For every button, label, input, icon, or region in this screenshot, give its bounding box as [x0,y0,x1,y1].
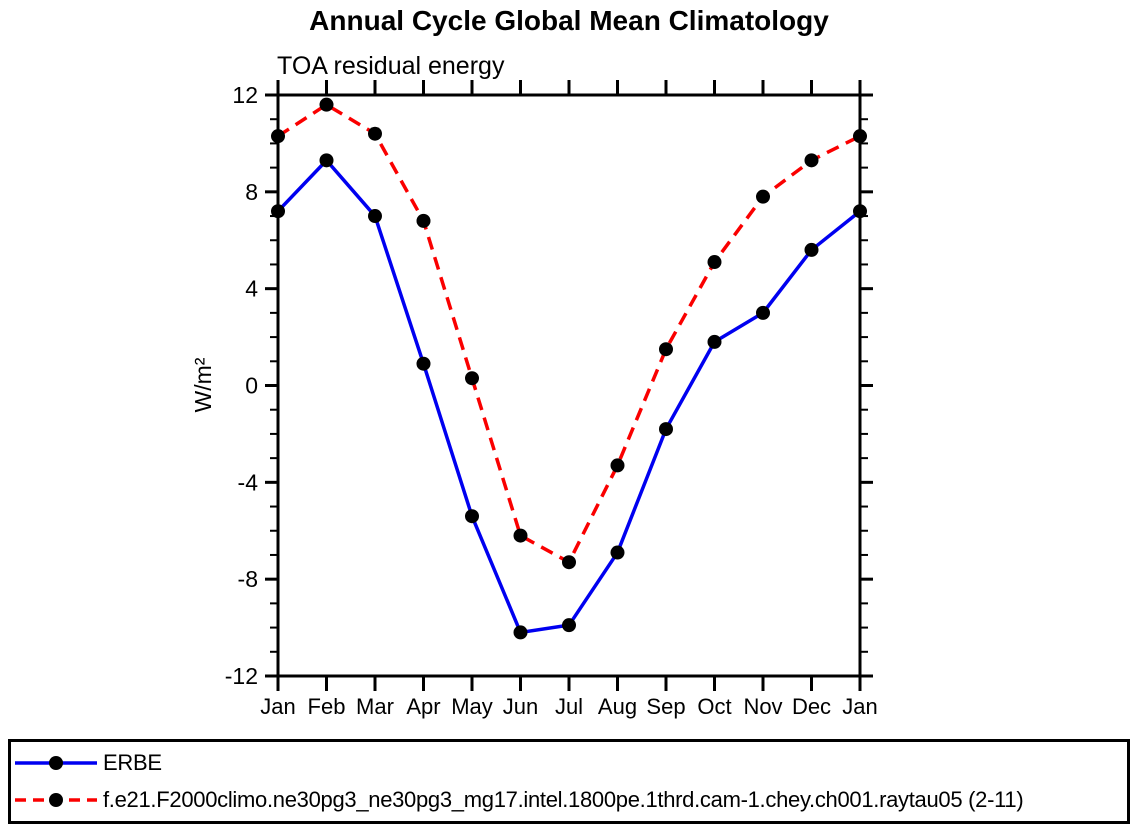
data-point-marker [804,242,819,257]
data-point-marker [513,528,528,543]
y-tick-label: 4 [245,276,258,302]
data-point-marker [853,129,867,144]
data-point-marker [756,189,770,204]
x-tick-label: Jan [260,694,295,719]
legend-item-model-run: f.e21.F2000climo.ne30pg3_ne30pg3_mg17.in… [11,784,1127,816]
legend-label-erbe: ERBE [103,750,162,775]
legend: ERBE f.e21.F2000climo.ne30pg3_ne30pg3_mg… [8,739,1130,824]
plot-frame [276,93,862,678]
data-point-marker [416,356,431,371]
data-point-marker [368,126,382,141]
data-point-marker [707,334,722,349]
x-tick-label: Oct [697,694,731,719]
series-line-model-run [277,102,861,565]
data-point-marker [562,618,576,633]
x-tick-label: May [451,694,493,719]
data-point-marker [368,209,382,224]
data-point-marker [465,509,479,524]
x-tick-label: Mar [356,694,394,719]
x-tick-label: Jun [503,694,538,719]
chart-title: Annual Cycle Global Mean Climatology [309,5,829,36]
y-tick-label: -8 [238,566,258,592]
data-point-marker [465,371,479,386]
y-tick-label: -12 [225,663,258,689]
y-tick-label: 12 [232,82,258,108]
data-point-marker [513,625,528,640]
legend-line-sample-model-run [15,793,97,807]
chart-plot-area: Jan Feb Mar Apr May Jun Jul Aug Sep Oct Nov Dec Jan-… [225,80,878,719]
legend-item-erbe: ERBE [11,747,1127,779]
data-point-marker [659,342,673,357]
data-point-marker [319,97,334,112]
data-point-marker [416,213,431,228]
data-point-marker [562,555,576,570]
legend-sample-marker [49,793,63,807]
data-point-marker [659,422,673,437]
data-point-marker [271,129,285,144]
legend-sample-marker [49,756,63,770]
data-point-marker [319,153,334,168]
data-point-marker [610,545,625,560]
x-tick-label: Apr [406,694,440,719]
x-tick-label: Nov [743,694,782,719]
data-point-marker [707,255,722,270]
x-tick-label: Feb [308,694,346,719]
data-point-marker [804,153,819,168]
data-point-marker [756,305,770,320]
y-tick-label: 8 [245,179,258,205]
data-point-marker [610,458,625,473]
y-tick-label: 0 [245,373,258,399]
legend-line-sample-erbe [15,756,97,770]
x-tick-label: Dec [792,694,831,719]
x-tick-label: Jul [555,694,583,719]
data-point-marker [271,204,285,219]
x-tick-label: Aug [598,694,637,719]
chart-subtitle: TOA residual energy [277,52,505,80]
legend-label-model-run: f.e21.F2000climo.ne30pg3_ne30pg3_mg17.in… [103,787,1024,812]
data-point-marker [853,204,867,219]
x-tick-label: Sep [646,694,685,719]
x-tick-label: Jan [842,694,877,719]
y-tick-label: -4 [238,469,259,495]
